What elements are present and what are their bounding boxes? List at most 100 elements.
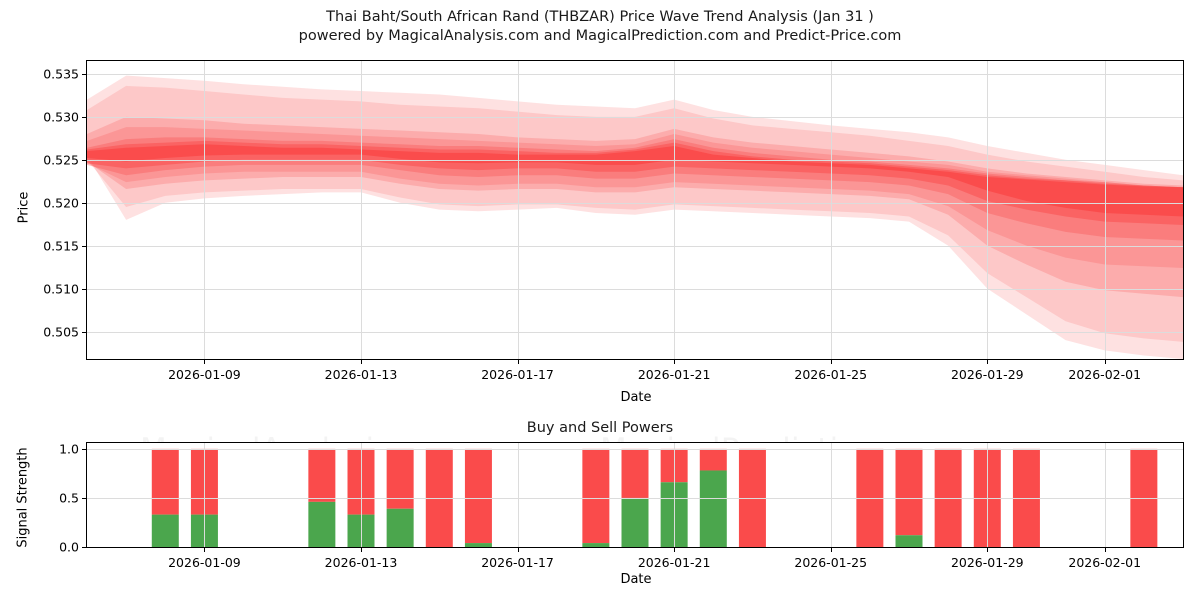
price-x-tick-mark xyxy=(674,360,676,364)
buy-power-bar xyxy=(621,497,649,547)
signal-y-tick-mark xyxy=(82,448,86,450)
signal-x-tick-mark xyxy=(674,548,676,552)
price-y-tick-label: 0.535 xyxy=(43,66,79,82)
title-line-2: powered by MagicalAnalysis.com and Magic… xyxy=(298,28,902,44)
price-y-tick-mark xyxy=(82,245,86,247)
buy-power-bar xyxy=(895,535,923,547)
price-y-tick-label: 0.530 xyxy=(43,109,79,125)
price-x-tick-mark xyxy=(830,360,832,364)
signal-y-tick-mark xyxy=(82,497,86,499)
signal-x-tick-label: 2026-01-17 xyxy=(481,555,554,570)
sell-power-bar xyxy=(895,448,923,536)
gridline-horizontal xyxy=(87,288,1183,290)
signal-y-axis-label: Signal Strength xyxy=(15,447,31,548)
gridline-vertical xyxy=(830,61,832,359)
price-x-tick-label: 2026-01-21 xyxy=(637,367,711,382)
price-y-tick-mark xyxy=(82,331,86,333)
signal-x-tick-label: 2026-02-01 xyxy=(1068,555,1142,570)
price-x-tick-label: 2026-02-01 xyxy=(1068,367,1142,382)
title-line-1: Thai Baht/South African Rand (THBZAR) Pr… xyxy=(326,9,874,25)
buy-power-bar xyxy=(151,514,179,547)
sell-power-bar xyxy=(464,448,492,544)
gridline-vertical xyxy=(204,61,206,359)
gridline-vertical xyxy=(674,443,676,547)
price-x-tick-mark xyxy=(987,360,989,364)
buy-power-bar xyxy=(660,482,688,547)
signal-x-tick-mark xyxy=(830,548,832,552)
price-y-tick-label: 0.525 xyxy=(43,152,79,168)
gridline-horizontal xyxy=(87,497,1183,499)
gridline-vertical xyxy=(1104,61,1106,359)
gridline-horizontal xyxy=(87,116,1183,118)
price-y-tick-label: 0.515 xyxy=(43,238,79,254)
sell-power-bar xyxy=(660,448,688,483)
signal-x-tick-label: 2026-01-25 xyxy=(794,555,868,570)
buy-sell-powers-plot xyxy=(86,442,1184,548)
price-x-tick-mark xyxy=(204,360,206,364)
signal-chart-title: Buy and Sell Powers xyxy=(526,420,674,436)
gridline-vertical xyxy=(1104,443,1106,547)
gridline-horizontal xyxy=(87,245,1183,247)
sell-power-bar xyxy=(582,448,610,544)
gridline-horizontal xyxy=(87,73,1183,75)
price-x-tick-label: 2026-01-17 xyxy=(481,367,554,382)
gridline-horizontal xyxy=(87,159,1183,161)
gridline-vertical xyxy=(830,443,832,547)
gridline-vertical xyxy=(204,443,206,547)
price-y-tick-mark xyxy=(82,202,86,204)
buy-power-bar xyxy=(386,508,414,547)
price-y-tick-mark xyxy=(82,159,86,161)
price-y-tick-label: 0.505 xyxy=(43,324,79,340)
signal-x-tick-mark xyxy=(361,548,362,552)
price-x-tick-mark xyxy=(1104,360,1106,364)
price-y-tick-mark xyxy=(82,73,86,75)
signal-y-tick-label: 0.5 xyxy=(59,490,79,506)
sell-power-bar xyxy=(308,448,336,502)
gridline-horizontal xyxy=(87,547,1183,548)
sell-power-bar xyxy=(386,448,414,509)
gridline-vertical xyxy=(987,443,989,547)
gridline-vertical xyxy=(517,443,519,547)
signal-x-axis-label: Date xyxy=(620,572,652,587)
price-x-tick-mark xyxy=(361,360,362,364)
price-band xyxy=(87,144,1183,217)
price-x-axis-label: Date xyxy=(620,390,652,405)
signal-x-tick-mark xyxy=(987,548,989,552)
price-x-tick-mark xyxy=(517,360,519,364)
price-y-tick-label: 0.520 xyxy=(43,195,79,211)
price-y-tick-label: 0.510 xyxy=(43,281,79,297)
price-wave-plot xyxy=(86,60,1184,360)
gridline-vertical xyxy=(361,61,362,359)
gridline-vertical xyxy=(517,61,519,359)
price-y-axis-label: Price xyxy=(16,191,32,224)
buy-power-bar xyxy=(699,470,727,547)
gridline-horizontal xyxy=(87,448,1183,450)
buy-power-bar xyxy=(582,543,610,547)
signal-x-tick-mark xyxy=(517,548,519,552)
sell-power-bar xyxy=(621,448,649,498)
signal-x-tick-mark xyxy=(1104,548,1106,552)
buy-power-bar xyxy=(308,501,336,547)
gridline-horizontal xyxy=(87,202,1183,204)
gridline-horizontal xyxy=(87,331,1183,333)
signal-y-tick-label: 1.0 xyxy=(59,441,79,457)
sell-power-bar xyxy=(699,448,727,471)
price-x-tick-label: 2026-01-09 xyxy=(168,367,241,382)
signal-x-tick-mark xyxy=(204,548,206,552)
signal-x-tick-label: 2026-01-13 xyxy=(324,555,398,570)
gridline-vertical xyxy=(674,61,676,359)
gridline-vertical xyxy=(987,61,989,359)
page-title: Thai Baht/South African Rand (THBZAR) Pr… xyxy=(0,8,1200,46)
buy-power-bar xyxy=(464,543,492,547)
signal-x-tick-label: 2026-01-29 xyxy=(950,555,1024,570)
price-x-tick-label: 2026-01-29 xyxy=(950,367,1024,382)
sell-power-bar xyxy=(151,448,179,515)
price-y-tick-mark xyxy=(82,288,86,290)
signal-y-tick-label: 0.0 xyxy=(59,539,79,555)
signal-x-tick-label: 2026-01-09 xyxy=(168,555,241,570)
signal-bars xyxy=(151,448,1158,547)
price-wave-bands xyxy=(87,75,1183,359)
price-y-tick-mark xyxy=(82,116,86,118)
gridline-vertical xyxy=(361,443,362,547)
